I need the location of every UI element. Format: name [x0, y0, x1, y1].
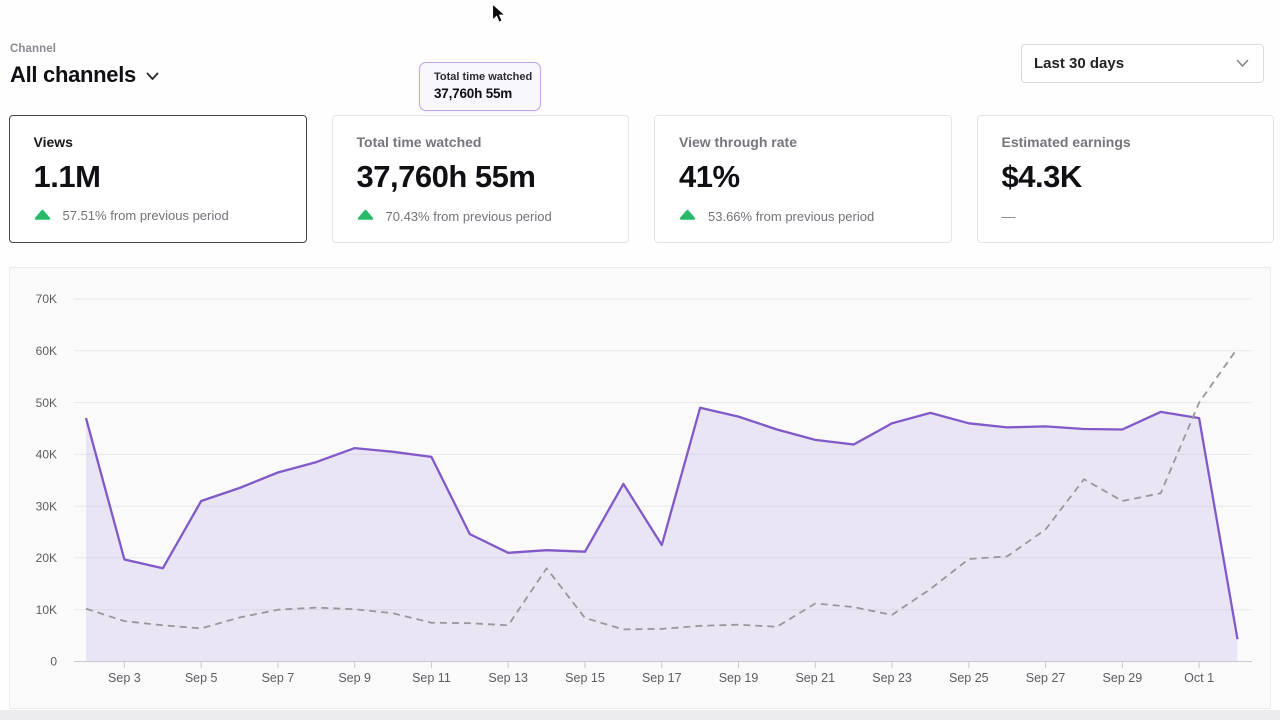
- y-axis-label: 10K: [36, 603, 57, 617]
- x-axis-label: Sep 29: [1103, 671, 1143, 685]
- x-axis-label: Oct 1: [1184, 671, 1214, 685]
- card-title: Estimated earnings: [1001, 134, 1131, 150]
- card-title: View through rate: [679, 134, 797, 150]
- x-axis-label: Sep 17: [642, 671, 682, 685]
- hover-tooltip: Total time watched 37,760h 55m: [419, 62, 541, 111]
- stat-card-total-time-watched[interactable]: Total time watched 37,760h 55m 70.43% fr…: [331, 115, 629, 243]
- chevron-down-icon: [1236, 59, 1249, 68]
- stat-card-views[interactable]: Views 1.1M 57.51% from previous period: [9, 115, 307, 243]
- analytics-chart-panel[interactable]: 0 10K 20K 30K 40K 50K 60K 70K Sep 3 Sep 5 Sep 7 Sep…: [9, 267, 1271, 709]
- chevron-down-icon: [146, 72, 159, 81]
- card-title: Views: [33, 133, 73, 150]
- trend-up-icon: [34, 207, 51, 225]
- channel-selector[interactable]: All channels: [10, 62, 159, 88]
- x-axis-label: Sep 13: [488, 671, 528, 685]
- stat-card-view-through-rate[interactable]: View through rate 41% 53.66% from previo…: [654, 115, 952, 243]
- y-axis-label: 20K: [36, 551, 57, 565]
- stat-card-estimated-earnings[interactable]: Estimated earnings $4.3K —: [976, 115, 1274, 243]
- date-range-select[interactable]: Last 30 days: [1021, 44, 1264, 83]
- card-change-row: 53.66% from previous period: [679, 208, 927, 224]
- card-value: 37,760h 55m: [356, 159, 536, 194]
- views-area-chart: 0 10K 20K 30K 40K 50K 60K 70K Sep 3 Sep 5 Sep 7 Sep…: [36, 292, 1252, 685]
- channel-eyebrow-label: Channel: [10, 43, 57, 55]
- bottom-edge-strip: [0, 710, 1280, 720]
- y-axis-label: 70K: [36, 292, 57, 306]
- card-title: Total time watched: [356, 134, 482, 150]
- tooltip-title: Total time watched: [434, 71, 533, 83]
- y-axis-label: 30K: [36, 499, 57, 513]
- y-axis-label: 40K: [36, 448, 57, 462]
- x-axis-label: Sep 3: [108, 671, 141, 685]
- card-change-row: —: [1002, 208, 1250, 224]
- y-axis-label: 0: [50, 655, 57, 669]
- tooltip-value: 37,760h 55m: [434, 86, 513, 101]
- card-change-text: —: [1001, 208, 1016, 224]
- card-change-row: 57.51% from previous period: [34, 208, 283, 224]
- stat-cards-row: Views 1.1M 57.51% from previous period T…: [9, 115, 1274, 243]
- x-axis-label: Sep 19: [719, 671, 759, 685]
- x-axis-label: Sep 21: [795, 671, 835, 685]
- y-axis-label: 50K: [36, 396, 57, 410]
- y-axis-label: 60K: [36, 344, 57, 358]
- trend-up-icon: [679, 207, 696, 225]
- previous-period-dashed-line: [85, 347, 1239, 631]
- current-period-line: [84, 406, 1239, 640]
- channel-selector-value: All channels: [10, 62, 136, 87]
- card-value: 41%: [679, 159, 740, 194]
- mouse-cursor-icon: [491, 2, 507, 30]
- card-value: $4.3K: [1001, 159, 1083, 194]
- card-change-text: 57.51% from previous period: [62, 208, 229, 223]
- x-axis-label: Sep 5: [185, 671, 218, 685]
- x-axis-label: Sep 9: [338, 671, 371, 685]
- x-axis-label: Sep 15: [565, 671, 605, 685]
- current-period-area: [86, 407, 1238, 662]
- date-range-value: Last 30 days: [1034, 55, 1125, 72]
- x-axis-label: Sep 11: [412, 671, 451, 685]
- card-value: 1.1M: [33, 158, 101, 194]
- trend-up-icon: [357, 207, 374, 225]
- x-axis-label: Sep 27: [1026, 671, 1066, 685]
- x-axis-label: Sep 23: [872, 671, 912, 685]
- card-change-text: 53.66% from previous period: [708, 208, 875, 224]
- card-change-row: 70.43% from previous period: [357, 208, 605, 224]
- x-axis-label: Sep 7: [262, 671, 295, 685]
- x-axis-label: Sep 25: [949, 671, 989, 685]
- card-change-text: 70.43% from previous period: [385, 208, 552, 224]
